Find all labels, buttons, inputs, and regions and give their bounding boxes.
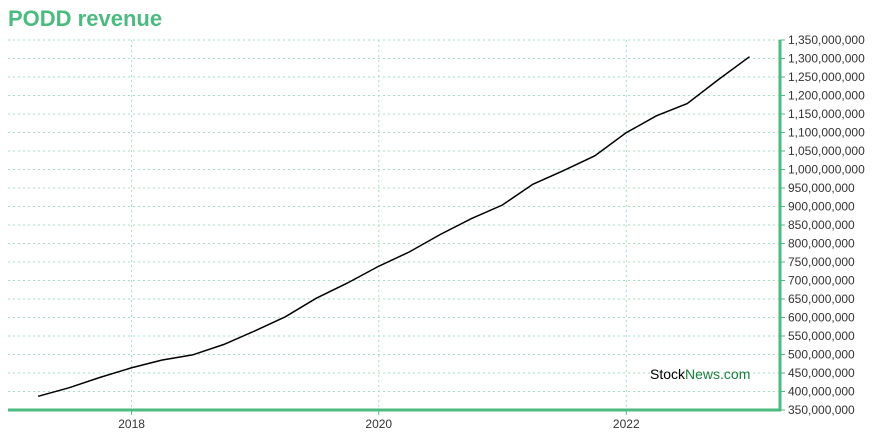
x-tick-label: 2018: [118, 417, 145, 431]
axis-layer: 350,000,000 400,000,000 450,000,000 500,000…: [8, 33, 865, 431]
y-tick-label: 950,000,000: [788, 181, 855, 195]
y-tick-label: 600,000,000: [788, 311, 855, 325]
y-tick-label: 500,000,000: [788, 348, 855, 362]
grid-layer: [8, 39, 780, 411]
series-line: [37, 56, 750, 398]
watermark-stock: Stock: [650, 366, 686, 382]
y-tick-label: 850,000,000: [788, 218, 855, 232]
y-tick-label: 350,000,000: [788, 403, 855, 417]
y-tick-label: 450,000,000: [788, 366, 855, 380]
y-tick-label: 900,000,000: [788, 200, 855, 214]
y-tick-label: 700,000,000: [788, 274, 855, 288]
y-tick-label: 1,150,000,000: [788, 107, 865, 121]
y-tick-label: 1,350,000,000: [788, 33, 865, 47]
y-tick-label: 1,200,000,000: [788, 89, 865, 103]
y-tick-label: 650,000,000: [788, 292, 855, 306]
y-tick-label: 1,000,000,000: [788, 163, 865, 177]
x-tick-label: 2020: [365, 417, 392, 431]
y-tick-label: 400,000,000: [788, 385, 855, 399]
chart-title: PODD revenue: [8, 6, 163, 31]
watermark: StockNews.com: [650, 366, 750, 382]
y-tick-label: 1,250,000,000: [788, 70, 865, 84]
y-tick-label: 1,300,000,000: [788, 52, 865, 66]
y-tick-label: 550,000,000: [788, 329, 855, 343]
y-tick-label: 1,050,000,000: [788, 144, 865, 158]
y-tick-label: 750,000,000: [788, 255, 855, 269]
y-tick-label: 800,000,000: [788, 237, 855, 251]
y-tick-label: 1,100,000,000: [788, 126, 865, 140]
watermark-news: News.com: [685, 366, 750, 382]
x-tick-label: 2022: [613, 417, 640, 431]
series-layer: [37, 56, 750, 398]
